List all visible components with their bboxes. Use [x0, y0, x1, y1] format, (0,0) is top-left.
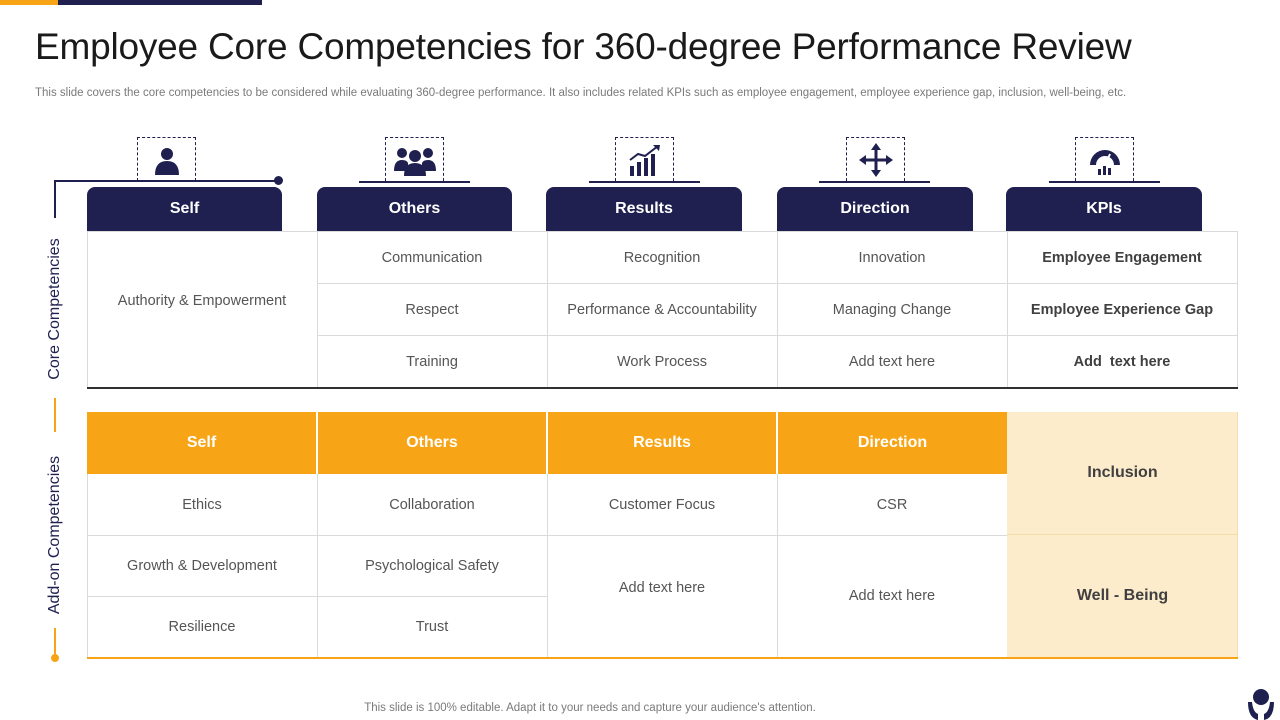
addon-grid-line — [317, 474, 318, 657]
core-header-others: Others — [317, 187, 512, 231]
addon-header-results: Results — [548, 412, 776, 474]
core-grid-line — [1007, 231, 1008, 387]
person-icon — [137, 137, 196, 181]
addon-direction-cell: CSR — [876, 496, 908, 513]
bar-chart-growth-icon — [615, 137, 674, 181]
core-table-bottom-border — [87, 387, 1238, 389]
core-competencies-label: Core Competencies — [46, 238, 63, 380]
core-grid-line — [87, 231, 1238, 232]
top-accent-orange — [0, 0, 58, 5]
addon-header-direction: Direction — [778, 412, 1007, 474]
icon-underline — [589, 181, 700, 183]
core-kpi-cell: Employee Experience Gap — [1030, 301, 1214, 318]
people-hands-icon — [1246, 688, 1276, 720]
addon-self-cell: Ethics — [182, 496, 222, 513]
addon-table-bottom-border — [87, 657, 1238, 659]
addon-others-cell: Psychological Safety — [365, 558, 499, 574]
top-accent-navy — [58, 0, 262, 5]
core-grid-line — [1237, 231, 1238, 387]
core-bracket-line — [54, 180, 278, 182]
icon-underline — [819, 181, 930, 183]
addon-others-cell: Collaboration — [389, 496, 475, 513]
core-kpi-cell: Employee Engagement — [1042, 249, 1202, 266]
addon-results-cell: Customer Focus — [608, 496, 716, 513]
core-grid-line — [87, 231, 88, 387]
core-grid-line — [317, 231, 318, 387]
page-title: Employee Core Competencies for 360-degre… — [35, 26, 1132, 67]
addon-bracket-dot — [51, 654, 59, 662]
core-addon-separator — [54, 398, 56, 432]
addon-grid-line — [777, 474, 778, 657]
addon-grid-line — [87, 474, 88, 657]
addon-kpi-panel — [1007, 412, 1238, 658]
footer-note: This slide is 100% editable. Adapt it to… — [364, 702, 816, 714]
addon-header-others: Others — [318, 412, 546, 474]
addon-grid-line — [87, 535, 1007, 536]
gauge-icon — [1075, 137, 1134, 181]
icon-underline — [359, 181, 470, 183]
page-subtitle: This slide covers the core competencies … — [35, 87, 1127, 99]
addon-competencies-label: Add-on Competencies — [46, 455, 63, 615]
core-self-cell: Authority & Empowerment — [117, 293, 287, 309]
addon-self-cell: Growth & Development — [127, 558, 277, 574]
direction-arrows-icon — [846, 137, 905, 181]
core-results-cell: Performance & Accountability — [567, 301, 757, 318]
addon-self-cell: Resilience — [168, 619, 236, 635]
core-header-self: Self — [87, 187, 282, 231]
addon-grid-line — [547, 474, 548, 657]
core-direction-cell: Managing Change — [832, 301, 952, 318]
core-header-kpis: KPIs — [1006, 187, 1202, 231]
addon-direction-cell: Add text here — [848, 588, 936, 604]
addon-grid-line — [87, 596, 547, 597]
core-results-cell: Recognition — [623, 249, 701, 266]
core-grid-line — [777, 231, 778, 387]
addon-results-cell: Add text here — [618, 580, 706, 596]
core-others-cell: Communication — [381, 249, 483, 266]
core-kpi-cell: Add text here — [1073, 353, 1171, 370]
addon-grid-line — [1007, 534, 1238, 535]
addon-others-cell: Trust — [415, 619, 449, 635]
core-bracket-dot — [274, 176, 283, 185]
addon-grid-line — [1237, 412, 1238, 657]
group-icon — [385, 137, 444, 181]
core-results-cell: Work Process — [617, 353, 707, 370]
core-direction-cell: Add text here — [848, 353, 936, 370]
icon-underline — [1049, 181, 1160, 183]
addon-bracket-line — [54, 628, 56, 656]
core-header-direction: Direction — [777, 187, 973, 231]
core-others-cell: Training — [406, 353, 458, 370]
addon-kpi-wellbeing: Well - Being — [1076, 587, 1169, 604]
core-header-results: Results — [546, 187, 742, 231]
core-bracket-vertical — [54, 180, 56, 218]
addon-kpi-inclusion: Inclusion — [1087, 464, 1158, 481]
core-others-cell: Respect — [405, 301, 459, 318]
core-grid-line — [547, 231, 548, 387]
addon-header-self: Self — [87, 412, 316, 474]
core-direction-cell: Innovation — [858, 249, 926, 266]
